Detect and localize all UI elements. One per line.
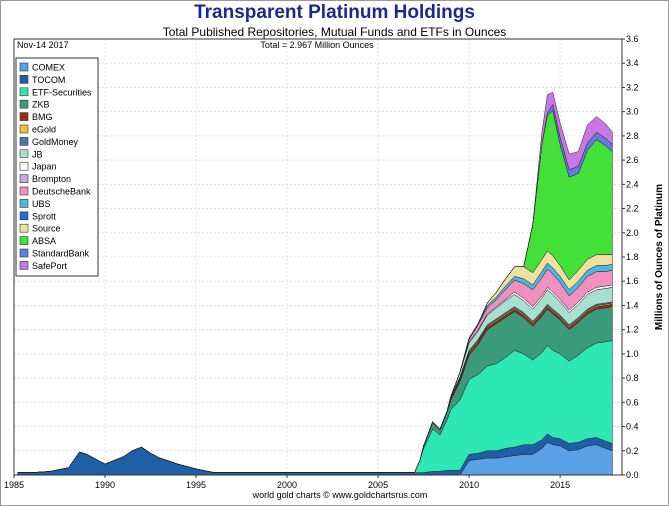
y-axis: 0.0 0.2 0.4 0.6 0.8 1.0 1.2 1.4 1.6 1.8 2.0 2.2 2.4 2…: [622, 34, 639, 480]
legend-label: TOCOM: [32, 75, 65, 85]
legend-swatch: [19, 87, 29, 97]
legend-swatch: [19, 137, 29, 146]
y-tick-label: 1.0: [626, 349, 639, 359]
y-tick-label: 0.2: [626, 446, 639, 456]
legend-swatch: [19, 161, 29, 171]
legend-swatch: [19, 199, 29, 208]
legend-swatch: [19, 149, 29, 159]
legend-label: GoldMoney: [32, 137, 79, 147]
area-series: [17, 91, 613, 476]
legend-label: StandardBank: [32, 249, 90, 259]
y-tick-label: 3.6: [626, 34, 639, 44]
y-tick-label: 1.4: [626, 300, 639, 310]
y-tick-label: 2.6: [626, 155, 639, 165]
legend-label: COMEX: [32, 63, 65, 73]
legend-swatch: [19, 186, 29, 196]
legend-label: UBS: [32, 199, 51, 209]
x-tick-label: 2005: [368, 480, 388, 490]
legend-swatch: [19, 99, 29, 109]
x-tick-label: 1995: [186, 480, 206, 490]
x-tick-label: 2010: [459, 480, 479, 490]
y-tick-label: 0.8: [626, 373, 639, 383]
legend-swatch: [19, 236, 29, 245]
legend-swatch: [19, 124, 29, 134]
chart-subtitle: Total Published Repositories, Mutual Fun…: [162, 25, 507, 39]
legend-label: Japan: [32, 162, 57, 172]
y-tick-label: 3.2: [626, 82, 639, 92]
x-tick-label: 2000: [277, 480, 297, 490]
legend-swatch: [19, 223, 29, 233]
legend-swatch: [19, 261, 29, 270]
date-label: Nov-14 2017: [17, 40, 69, 50]
y-tick-label: 0.6: [626, 397, 639, 407]
legend-swatch: [19, 211, 29, 221]
total-label: Total = 2.967 Million Ounces: [260, 40, 374, 50]
y-tick-label: 1.8: [626, 252, 639, 262]
y-tick-label: 0.4: [626, 422, 639, 432]
legend-label: JB: [32, 149, 43, 159]
y-axis-label: Millions of Ounces of Platinum: [654, 184, 665, 330]
legend-label: eGold: [32, 125, 56, 135]
legend-items: COMEX TOCOM ETF-Securities ZKB BMG eGold GoldM…: [19, 62, 92, 271]
y-tick-label: 2.4: [626, 179, 639, 189]
area-safeport: [17, 91, 613, 473]
legend-swatch: [19, 62, 29, 72]
y-tick-label: 2.8: [626, 131, 639, 141]
legend-label: Brompton: [32, 174, 71, 184]
legend: COMEX TOCOM ETF-Securities ZKB BMG eGold GoldM…: [15, 57, 99, 277]
legend-label: SafePort: [32, 261, 68, 271]
credit-label: world gold charts © www.goldchartsrus.co…: [252, 490, 428, 500]
x-tick-label: 1990: [95, 480, 115, 490]
legend-label: DeutscheBank: [32, 187, 91, 197]
legend-label: Source: [32, 224, 61, 234]
legend-swatch: [19, 248, 29, 258]
legend-label: ZKB: [32, 100, 50, 110]
legend-label: ABSA: [32, 236, 56, 246]
legend-label: BMG: [32, 112, 53, 122]
x-tick-label: 2015: [550, 480, 570, 490]
legend-box: [15, 57, 99, 277]
chart-title: Transparent Platinum Holdings: [194, 2, 475, 23]
y-tick-label: 0.0: [626, 470, 639, 480]
legend-label: Sprott: [32, 211, 57, 221]
y-tick-label: 2.2: [626, 204, 639, 214]
y-tick-label: 3.0: [626, 107, 639, 117]
x-axis: 1985 1990 1995 2000 2005 2010 2015: [4, 475, 570, 490]
legend-label: ETF-Securities: [32, 87, 92, 97]
y-tick-label: 2.0: [626, 228, 639, 238]
y-tick-label: 1.2: [626, 325, 639, 335]
legend-swatch: [19, 112, 29, 121]
x-tick-label: 1985: [4, 480, 24, 490]
legend-swatch: [19, 174, 29, 183]
legend-swatch: [19, 75, 29, 84]
y-tick-label: 1.6: [626, 276, 639, 286]
y-tick-label: 3.4: [626, 58, 639, 68]
